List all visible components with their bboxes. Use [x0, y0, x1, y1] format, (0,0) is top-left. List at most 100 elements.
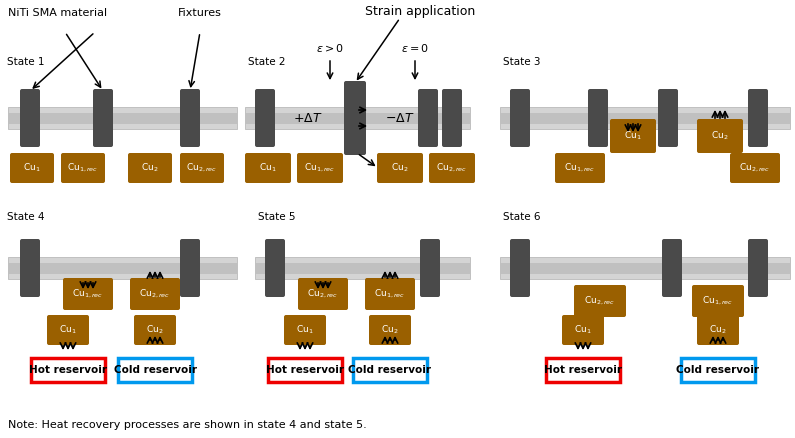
- FancyBboxPatch shape: [697, 315, 739, 345]
- FancyBboxPatch shape: [377, 153, 423, 183]
- FancyBboxPatch shape: [128, 153, 172, 183]
- Text: Cu$_1$: Cu$_1$: [259, 162, 277, 174]
- FancyBboxPatch shape: [344, 81, 366, 155]
- Text: $\varepsilon > 0$: $\varepsilon > 0$: [316, 42, 344, 54]
- Text: Cold reservoir: Cold reservoir: [348, 365, 432, 375]
- FancyBboxPatch shape: [662, 239, 682, 297]
- FancyBboxPatch shape: [510, 239, 530, 297]
- FancyBboxPatch shape: [20, 239, 40, 297]
- FancyBboxPatch shape: [93, 89, 113, 147]
- FancyBboxPatch shape: [692, 285, 744, 317]
- FancyBboxPatch shape: [748, 239, 768, 297]
- Text: Cu$_{2,rec}$: Cu$_{2,rec}$: [584, 295, 615, 307]
- Bar: [8, 107, 237, 129]
- FancyBboxPatch shape: [47, 315, 89, 345]
- FancyBboxPatch shape: [418, 89, 438, 147]
- Text: Hot reservoir: Hot reservoir: [29, 365, 107, 375]
- Text: Note: Heat recovery processes are shown in state 4 and state 5.: Note: Heat recovery processes are shown …: [8, 420, 366, 430]
- Text: Cu$_{2,rec}$: Cu$_{2,rec}$: [186, 162, 218, 174]
- Bar: [500, 113, 790, 124]
- Text: Cu$_{1,rec}$: Cu$_{1,rec}$: [304, 162, 335, 174]
- Bar: [255, 257, 470, 279]
- Text: $+\Delta T$: $+\Delta T$: [293, 112, 323, 124]
- FancyBboxPatch shape: [365, 278, 415, 310]
- FancyBboxPatch shape: [658, 89, 678, 147]
- Bar: [268, 358, 342, 382]
- Bar: [8, 113, 237, 124]
- Text: Cu$_{1,rec}$: Cu$_{1,rec}$: [72, 288, 103, 300]
- Bar: [546, 358, 620, 382]
- FancyBboxPatch shape: [429, 153, 475, 183]
- Text: Cu$_{1,rec}$: Cu$_{1,rec}$: [564, 162, 595, 174]
- Text: Cu$_{2,rec}$: Cu$_{2,rec}$: [436, 162, 467, 174]
- Text: State 1: State 1: [7, 57, 45, 67]
- FancyBboxPatch shape: [10, 153, 54, 183]
- Text: Cu$_1$: Cu$_1$: [59, 324, 77, 336]
- Text: $\varepsilon = 0$: $\varepsilon = 0$: [401, 42, 429, 54]
- Text: State 2: State 2: [248, 57, 285, 67]
- Text: State 5: State 5: [258, 212, 296, 222]
- FancyBboxPatch shape: [298, 278, 348, 310]
- Text: Strain application: Strain application: [365, 5, 475, 18]
- FancyBboxPatch shape: [510, 89, 530, 147]
- Bar: [500, 257, 790, 279]
- FancyBboxPatch shape: [420, 239, 440, 297]
- Text: Cu$_{1,rec}$: Cu$_{1,rec}$: [374, 288, 405, 300]
- Text: Cu$_2$: Cu$_2$: [712, 130, 729, 142]
- FancyBboxPatch shape: [255, 89, 275, 147]
- Text: State 6: State 6: [503, 212, 541, 222]
- Bar: [8, 257, 237, 279]
- FancyBboxPatch shape: [180, 153, 224, 183]
- FancyBboxPatch shape: [20, 89, 40, 147]
- Text: Cu$_{1,rec}$: Cu$_{1,rec}$: [703, 295, 734, 307]
- FancyBboxPatch shape: [63, 278, 113, 310]
- FancyBboxPatch shape: [180, 89, 200, 147]
- FancyBboxPatch shape: [562, 315, 604, 345]
- FancyBboxPatch shape: [730, 153, 780, 183]
- Bar: [500, 107, 790, 129]
- Bar: [31, 358, 105, 382]
- Text: Cu$_2$: Cu$_2$: [146, 324, 164, 336]
- Bar: [681, 358, 755, 382]
- FancyBboxPatch shape: [588, 89, 608, 147]
- Text: Cu$_{1,rec}$: Cu$_{1,rec}$: [68, 162, 99, 174]
- Bar: [245, 113, 470, 124]
- FancyBboxPatch shape: [555, 153, 605, 183]
- FancyBboxPatch shape: [442, 89, 462, 147]
- Text: Cu$_1$: Cu$_1$: [624, 130, 642, 142]
- Bar: [8, 262, 237, 273]
- Text: Cu$_2$: Cu$_2$: [709, 324, 727, 336]
- Bar: [353, 358, 427, 382]
- Text: Cold reservoir: Cold reservoir: [677, 365, 759, 375]
- FancyBboxPatch shape: [265, 239, 285, 297]
- Text: Fixtures: Fixtures: [178, 8, 222, 18]
- Text: Cu$_2$: Cu$_2$: [391, 162, 409, 174]
- FancyBboxPatch shape: [574, 285, 626, 317]
- Text: State 3: State 3: [503, 57, 541, 67]
- Text: Hot reservoir: Hot reservoir: [266, 365, 344, 375]
- Text: $-\Delta T$: $-\Delta T$: [386, 112, 415, 124]
- FancyBboxPatch shape: [297, 153, 343, 183]
- FancyBboxPatch shape: [130, 278, 180, 310]
- Text: Hot reservoir: Hot reservoir: [544, 365, 622, 375]
- Text: Cu$_1$: Cu$_1$: [297, 324, 314, 336]
- FancyBboxPatch shape: [748, 89, 768, 147]
- Text: Cu$_2$: Cu$_2$: [142, 162, 159, 174]
- Text: Cu$_2$: Cu$_2$: [382, 324, 399, 336]
- Text: Cu$_{2,rec}$: Cu$_{2,rec}$: [739, 162, 770, 174]
- Bar: [255, 262, 470, 273]
- Text: Cu$_1$: Cu$_1$: [23, 162, 41, 174]
- FancyBboxPatch shape: [697, 119, 743, 153]
- Bar: [500, 262, 790, 273]
- Text: Cu$_{2,rec}$: Cu$_{2,rec}$: [139, 288, 171, 300]
- FancyBboxPatch shape: [245, 153, 291, 183]
- Text: Cu$_1$: Cu$_1$: [574, 324, 591, 336]
- Text: NiTi SMA material: NiTi SMA material: [8, 8, 107, 18]
- Text: State 4: State 4: [7, 212, 45, 222]
- Bar: [118, 358, 192, 382]
- FancyBboxPatch shape: [134, 315, 176, 345]
- FancyBboxPatch shape: [284, 315, 326, 345]
- FancyBboxPatch shape: [610, 119, 656, 153]
- FancyBboxPatch shape: [369, 315, 411, 345]
- Bar: [245, 107, 470, 129]
